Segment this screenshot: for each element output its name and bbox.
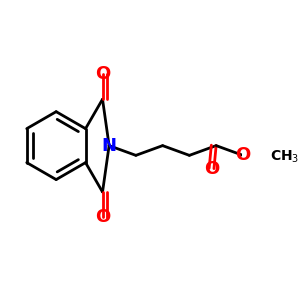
Text: N: N — [102, 136, 117, 154]
Text: O: O — [235, 146, 250, 164]
Text: O: O — [204, 160, 219, 178]
Text: O: O — [95, 65, 110, 83]
Text: CH$_3$: CH$_3$ — [270, 148, 300, 165]
Text: O: O — [95, 208, 110, 226]
